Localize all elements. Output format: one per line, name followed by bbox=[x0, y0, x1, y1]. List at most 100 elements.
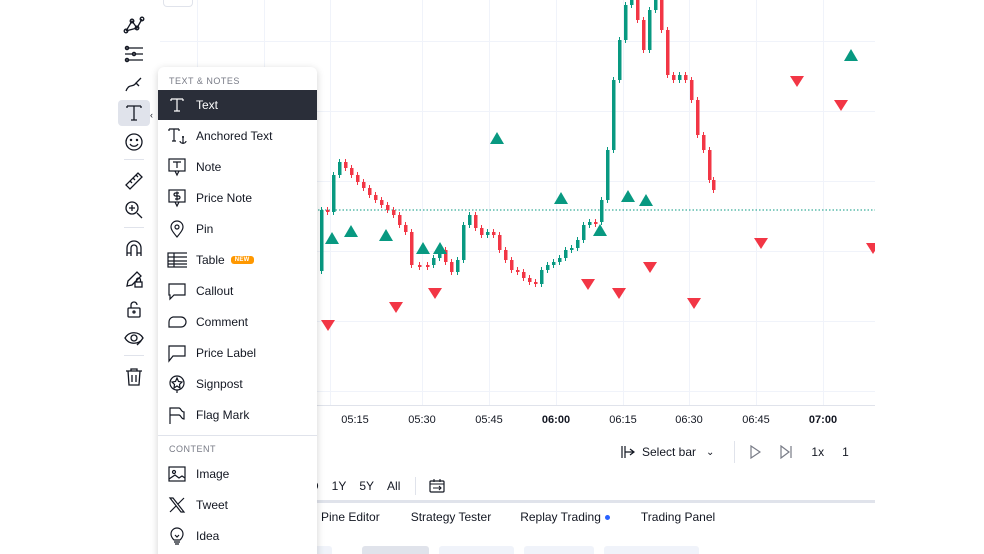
menu-item-label: Anchored Text bbox=[196, 129, 273, 143]
menu-item-price-label[interactable]: Price Label bbox=[158, 338, 317, 368]
candle-body bbox=[468, 215, 472, 225]
time-axis-label: 06:15 bbox=[609, 414, 637, 426]
projection-tool[interactable] bbox=[118, 41, 150, 67]
comment-icon bbox=[167, 312, 187, 332]
speed-trailing[interactable]: 1 bbox=[842, 445, 849, 459]
date-range-bar: D 1Y 5Y All bbox=[310, 476, 446, 496]
remove-tool[interactable] bbox=[118, 364, 150, 390]
text-tool[interactable] bbox=[118, 100, 150, 126]
menu-item-tweet[interactable]: Tweet bbox=[158, 490, 317, 520]
ruler-icon bbox=[125, 172, 143, 190]
menu-item-text[interactable]: Text bbox=[158, 90, 317, 120]
candle-body bbox=[474, 215, 478, 228]
menu-item-label: Comment bbox=[196, 315, 249, 329]
candle-body bbox=[522, 272, 526, 278]
candle-body bbox=[576, 240, 580, 248]
separator bbox=[734, 441, 736, 463]
menu-item-flag-mark[interactable]: Flag Mark bbox=[158, 400, 317, 430]
sell-signal-marker bbox=[866, 243, 875, 254]
zoom-tool[interactable] bbox=[118, 197, 150, 223]
buy-signal-marker bbox=[621, 190, 635, 202]
hide-tool[interactable] bbox=[118, 325, 150, 351]
lock-tool[interactable] bbox=[118, 296, 150, 322]
subtab-performance[interactable] bbox=[439, 546, 514, 554]
toolbar-separator bbox=[124, 227, 144, 228]
speed-button[interactable]: 1x bbox=[811, 445, 825, 459]
measure-tool[interactable] bbox=[118, 168, 150, 194]
flag-icon bbox=[167, 405, 187, 425]
smiley-icon bbox=[125, 133, 143, 151]
tab-strategy-tester[interactable]: Strategy Tester bbox=[411, 510, 491, 524]
range-5y[interactable]: 5Y bbox=[359, 479, 375, 493]
menu-item-comment[interactable]: Comment bbox=[158, 307, 317, 337]
panel-divider[interactable] bbox=[160, 500, 875, 503]
subtab-overview[interactable] bbox=[362, 546, 429, 554]
sell-signal-marker bbox=[834, 100, 848, 111]
buy-signal-marker bbox=[344, 225, 358, 237]
x-icon bbox=[167, 495, 187, 515]
sell-signal-marker bbox=[643, 262, 657, 273]
range-all[interactable]: All bbox=[387, 479, 401, 493]
tab-pine-editor[interactable]: Pine Editor bbox=[321, 510, 380, 524]
candle-body bbox=[516, 270, 520, 272]
tab-label: Strategy Tester bbox=[410, 510, 492, 524]
range-1y[interactable]: 1Y bbox=[331, 479, 347, 493]
candle-body bbox=[386, 205, 390, 210]
candle-body bbox=[702, 135, 706, 150]
select-bar-button[interactable]: Select bar ⌄ bbox=[620, 445, 734, 459]
step-forward-icon bbox=[780, 445, 793, 459]
chevron-down-icon[interactable]: ⌄ bbox=[706, 446, 715, 458]
candle-body bbox=[504, 250, 508, 260]
brush-tool[interactable] bbox=[118, 71, 150, 97]
candle-body bbox=[712, 180, 716, 190]
patterns-tool[interactable] bbox=[118, 12, 150, 38]
tab-label: Replay Trading bbox=[520, 510, 601, 524]
status-dot bbox=[604, 514, 610, 520]
candle-body bbox=[678, 75, 682, 80]
candle-body bbox=[558, 258, 562, 262]
tab-trading-panel[interactable]: Trading Panel bbox=[641, 510, 715, 524]
note-icon bbox=[167, 157, 187, 177]
subtab-oscillators[interactable] bbox=[524, 546, 594, 554]
image-icon bbox=[167, 464, 187, 484]
icon-tool[interactable] bbox=[118, 129, 150, 155]
chart-pane[interactable]: 05:15 05:30 05:45 06:00 06:15 06:30 06:45 07:00 bbox=[160, 0, 875, 432]
magnet-tool[interactable] bbox=[118, 236, 150, 262]
select-bar-icon bbox=[621, 446, 635, 458]
trash-icon bbox=[126, 368, 142, 386]
play-button[interactable] bbox=[749, 445, 762, 459]
buy-signal-marker bbox=[639, 194, 653, 206]
time-axis-label: 05:45 bbox=[475, 414, 503, 426]
menu-item-price-note[interactable]: Price Note bbox=[158, 183, 317, 213]
chevron-left-icon[interactable]: ‹ bbox=[150, 110, 153, 120]
subtab-trend[interactable] bbox=[604, 546, 699, 554]
replay-toolbar: Select bar ⌄ 1x 1 bbox=[620, 440, 867, 464]
menu-item-image[interactable]: Image bbox=[158, 459, 317, 489]
unlock-icon bbox=[127, 301, 141, 318]
candle-body bbox=[374, 195, 378, 200]
lock-drawings-tool[interactable] bbox=[118, 266, 150, 292]
buy-signal-marker bbox=[554, 192, 568, 204]
sell-signal-marker bbox=[581, 279, 595, 290]
candle-body bbox=[642, 20, 646, 50]
menu-item-pin[interactable]: Pin bbox=[158, 214, 317, 244]
subtab[interactable] bbox=[310, 546, 332, 554]
tab-replay-trading[interactable]: Replay Trading bbox=[520, 510, 610, 524]
candle-body bbox=[492, 232, 496, 235]
candle-body bbox=[684, 75, 688, 80]
menu-item-idea[interactable]: Idea bbox=[158, 521, 317, 551]
menu-item-callout[interactable]: Callout bbox=[158, 276, 317, 306]
menu-item-note[interactable]: Note bbox=[158, 152, 317, 182]
menu-item-table[interactable]: Table NEW bbox=[158, 245, 317, 275]
menu-item-anchored-text[interactable]: Anchored Text bbox=[158, 121, 317, 151]
menu-item-label: Flag Mark bbox=[196, 408, 250, 422]
sell-signal-marker bbox=[687, 298, 701, 309]
menu-item-signpost[interactable]: Signpost bbox=[158, 369, 317, 399]
go-to-date-icon[interactable] bbox=[428, 478, 446, 494]
forward-button[interactable] bbox=[779, 445, 793, 459]
candle-body bbox=[326, 210, 330, 212]
time-axis-label: 06:45 bbox=[742, 414, 770, 426]
candle-body bbox=[350, 168, 354, 175]
candle-body bbox=[332, 175, 336, 212]
